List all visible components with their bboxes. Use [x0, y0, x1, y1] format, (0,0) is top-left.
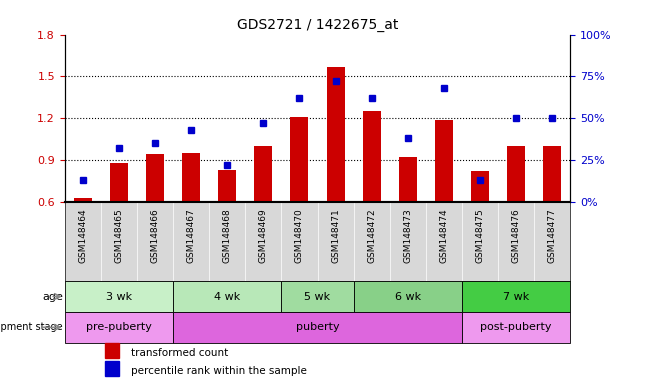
Bar	[507, 146, 525, 202]
Text: pre-puberty: pre-puberty	[86, 322, 152, 332]
Text: GSM148472: GSM148472	[367, 208, 376, 263]
Text: 5 wk: 5 wk	[305, 291, 330, 301]
Bar	[218, 170, 237, 202]
Bar	[146, 154, 164, 202]
Text: GSM148476: GSM148476	[511, 208, 520, 263]
Text: transformed count: transformed count	[130, 348, 227, 358]
Bar	[327, 67, 345, 202]
Text: post-puberty: post-puberty	[480, 322, 552, 332]
Bar	[399, 157, 417, 202]
Text: GSM148469: GSM148469	[259, 208, 268, 263]
Text: GSM148474: GSM148474	[439, 208, 448, 263]
Text: GSM148477: GSM148477	[548, 208, 557, 263]
Bar	[435, 119, 453, 202]
Bar	[105, 361, 119, 376]
Bar	[471, 171, 489, 202]
Bar	[354, 281, 462, 312]
Bar	[173, 281, 281, 312]
Text: GSM148471: GSM148471	[331, 208, 340, 263]
Bar	[290, 117, 308, 202]
Bar	[254, 146, 272, 202]
Text: age: age	[42, 291, 63, 301]
Bar	[281, 281, 354, 312]
Bar	[65, 312, 173, 343]
Bar	[363, 111, 380, 202]
Text: GSM148475: GSM148475	[476, 208, 485, 263]
Text: 6 wk: 6 wk	[395, 291, 421, 301]
Bar	[182, 153, 200, 202]
Text: GSM148465: GSM148465	[115, 208, 124, 263]
Text: percentile rank within the sample: percentile rank within the sample	[130, 366, 307, 376]
Text: GSM148470: GSM148470	[295, 208, 304, 263]
Text: development stage: development stage	[0, 322, 63, 332]
Bar	[462, 281, 570, 312]
Bar	[173, 312, 462, 343]
Bar	[462, 312, 570, 343]
Bar	[110, 163, 128, 202]
Text: GSM148473: GSM148473	[403, 208, 412, 263]
Bar	[65, 281, 173, 312]
Bar	[105, 343, 119, 358]
Text: puberty: puberty	[295, 322, 340, 332]
Text: GSM148467: GSM148467	[187, 208, 196, 263]
Bar	[543, 146, 561, 202]
Text: GSM148466: GSM148466	[150, 208, 159, 263]
Text: GSM148468: GSM148468	[223, 208, 232, 263]
Text: 3 wk: 3 wk	[106, 291, 132, 301]
Text: GSM148464: GSM148464	[78, 208, 87, 263]
Text: 7 wk: 7 wk	[503, 291, 529, 301]
Bar	[74, 198, 92, 202]
Title: GDS2721 / 1422675_at: GDS2721 / 1422675_at	[237, 18, 399, 32]
Text: 4 wk: 4 wk	[214, 291, 240, 301]
